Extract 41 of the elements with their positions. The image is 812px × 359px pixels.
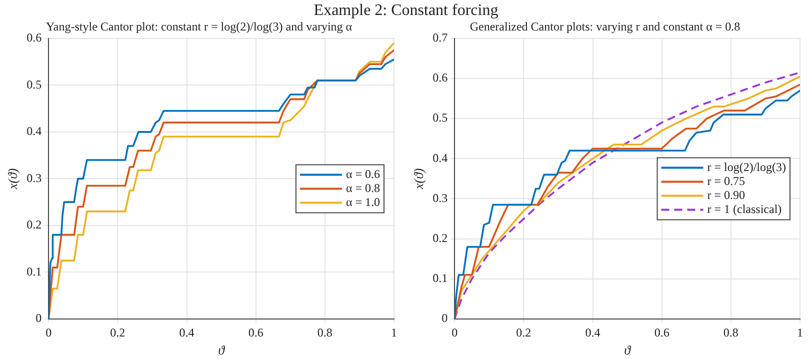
legend-label: α = 1.0 xyxy=(346,194,380,209)
y-tick-label: 0.1 xyxy=(26,264,42,278)
x-tick-label: 0.8 xyxy=(317,325,332,340)
chart-title: Example 2: Constant forcing xyxy=(312,2,500,20)
legend-label: r = 1 (classical) xyxy=(707,202,782,216)
x-tick-label: 0.2 xyxy=(516,325,532,340)
x-tick-label: 0 xyxy=(46,325,52,340)
y-tick-label: 0.6 xyxy=(26,30,42,45)
y-tick-label: 0.4 xyxy=(432,150,448,165)
x-tick-label: 1 xyxy=(391,325,397,340)
y-tick-label: 0.2 xyxy=(26,218,42,232)
legend-label: r = 0.75 xyxy=(707,174,746,188)
legend-label: α = 0.6 xyxy=(346,166,380,181)
x-tick-label: 0.6 xyxy=(654,325,670,340)
legend-label: r = log(2)/log(3) xyxy=(707,160,786,174)
y-tick-label: 0.3 xyxy=(26,170,42,185)
chart-subtitle: Yang-style Cantor plot: constant r = log(2)/log(3) and varying α xyxy=(46,19,353,34)
x-axis-title: ϑ xyxy=(218,342,226,358)
x-tick-label: 0.8 xyxy=(723,325,738,340)
y-tick-label: 0.5 xyxy=(432,110,448,125)
y-tick-label: 0 xyxy=(442,311,448,326)
x-tick-label: 0 xyxy=(452,325,458,340)
y-tick-label: 0.4 xyxy=(26,124,42,138)
y-tick-label: 0 xyxy=(36,311,42,326)
x-axis-title: ϑ xyxy=(624,342,632,358)
x-tick-label: 0.4 xyxy=(585,325,600,340)
x-tick-label: 0.4 xyxy=(179,325,194,340)
y-tick-label: 0.3 xyxy=(432,190,448,205)
y-tick-label: 0.6 xyxy=(432,70,448,85)
y-tick-label: 0.7 xyxy=(432,30,448,45)
y-tick-label: 0.1 xyxy=(432,271,448,286)
x-tick-label: 0.6 xyxy=(248,325,264,340)
y-tick-label: 0.2 xyxy=(432,230,448,245)
y-axis-title: x(ϑ) xyxy=(5,168,20,190)
legend-label: r = 0.90 xyxy=(707,188,746,202)
legend-label: α = 0.8 xyxy=(346,180,380,195)
x-tick-label: 1 xyxy=(797,325,803,340)
chart-subtitle: Generalized Cantor plots: varying r and constant α = 0.8 xyxy=(470,19,740,34)
x-tick-label: 0.2 xyxy=(110,325,126,340)
y-axis-title: x(ϑ) xyxy=(411,168,426,190)
y-tick-label: 0.5 xyxy=(26,77,42,92)
